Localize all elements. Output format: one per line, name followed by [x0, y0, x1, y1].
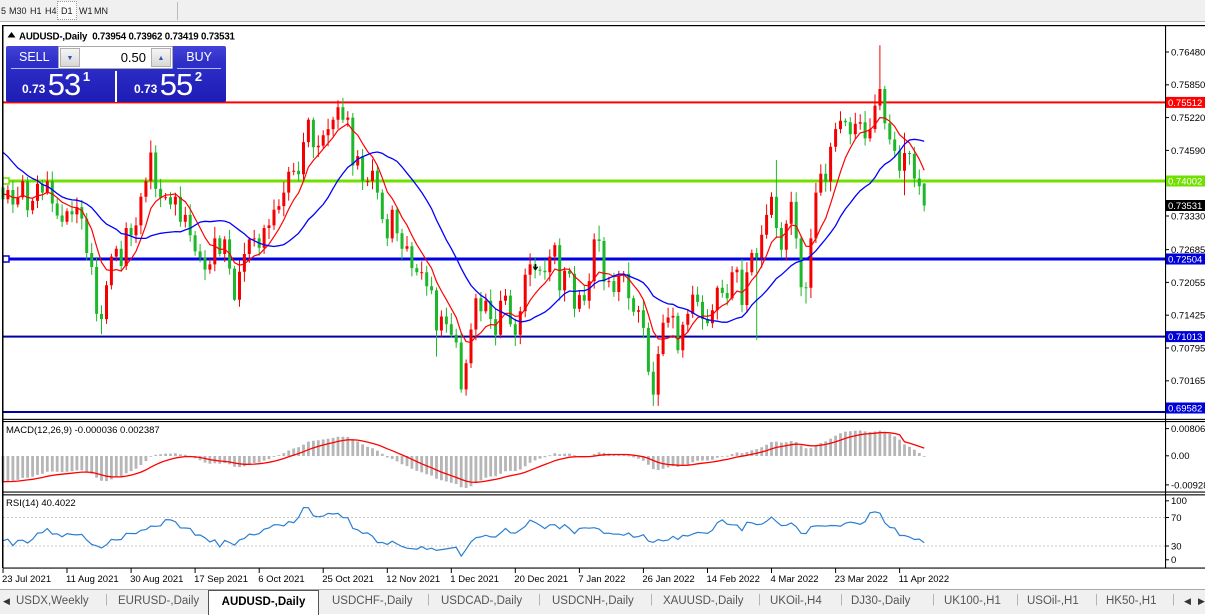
svg-text:30 Aug 2021: 30 Aug 2021: [130, 574, 183, 585]
svg-text:0.75850: 0.75850: [1171, 80, 1205, 91]
svg-text:0.73330: 0.73330: [1171, 211, 1205, 222]
svg-text:70: 70: [1171, 513, 1182, 524]
svg-text:0.70795: 0.70795: [1171, 343, 1205, 354]
svg-text:0.74590: 0.74590: [1171, 146, 1205, 157]
svg-text:-0.00928: -0.00928: [1171, 480, 1205, 491]
svg-text:17 Sep 2021: 17 Sep 2021: [194, 574, 248, 585]
svg-text:0.72055: 0.72055: [1171, 278, 1205, 289]
svg-text:0.71013: 0.71013: [1168, 332, 1202, 343]
svg-text:23 Jul 2021: 23 Jul 2021: [2, 574, 51, 585]
svg-text:0.75512: 0.75512: [1168, 98, 1202, 109]
svg-text:30: 30: [1171, 541, 1182, 552]
svg-text:0.71425: 0.71425: [1171, 311, 1205, 322]
svg-text:7 Jan 2022: 7 Jan 2022: [578, 574, 625, 585]
svg-text:0.008061: 0.008061: [1171, 424, 1205, 435]
svg-text:23 Mar 2022: 23 Mar 2022: [835, 574, 888, 585]
svg-text:0.70165: 0.70165: [1171, 376, 1205, 387]
svg-text:RSI(14) 40.4022: RSI(14) 40.4022: [6, 498, 76, 509]
svg-text:0.75220: 0.75220: [1171, 113, 1205, 124]
svg-text:20 Dec 2021: 20 Dec 2021: [514, 574, 568, 585]
svg-text:0.76480: 0.76480: [1171, 47, 1205, 58]
svg-text:25 Oct 2021: 25 Oct 2021: [322, 574, 374, 585]
svg-text:100: 100: [1171, 496, 1187, 507]
svg-text:4 Mar 2022: 4 Mar 2022: [771, 574, 819, 585]
svg-text:11 Apr 2022: 11 Apr 2022: [899, 574, 950, 585]
svg-text:26 Jan 2022: 26 Jan 2022: [642, 574, 694, 585]
svg-text:0.69582: 0.69582: [1168, 404, 1202, 415]
svg-text:0: 0: [1171, 555, 1176, 566]
svg-text:12 Nov 2021: 12 Nov 2021: [386, 574, 440, 585]
svg-text:0.74002: 0.74002: [1168, 177, 1202, 188]
svg-text:0.00: 0.00: [1171, 451, 1190, 462]
svg-text:MACD(12,26,9) -0.000036 0.0023: MACD(12,26,9) -0.000036 0.002387: [6, 425, 160, 436]
svg-text:14 Feb 2022: 14 Feb 2022: [707, 574, 760, 585]
svg-text:0.72685: 0.72685: [1171, 245, 1205, 256]
svg-text:AUDUSD-,Daily 0.73954 0.73962: AUDUSD-,Daily 0.73954 0.73962 0.73419 0.…: [19, 32, 236, 43]
svg-text:6 Oct 2021: 6 Oct 2021: [258, 574, 304, 585]
svg-text:11 Aug 2021: 11 Aug 2021: [66, 574, 119, 585]
svg-text:0.73531: 0.73531: [1168, 201, 1202, 212]
svg-text:1 Dec 2021: 1 Dec 2021: [450, 574, 499, 585]
svg-text:0.72504: 0.72504: [1168, 255, 1202, 266]
